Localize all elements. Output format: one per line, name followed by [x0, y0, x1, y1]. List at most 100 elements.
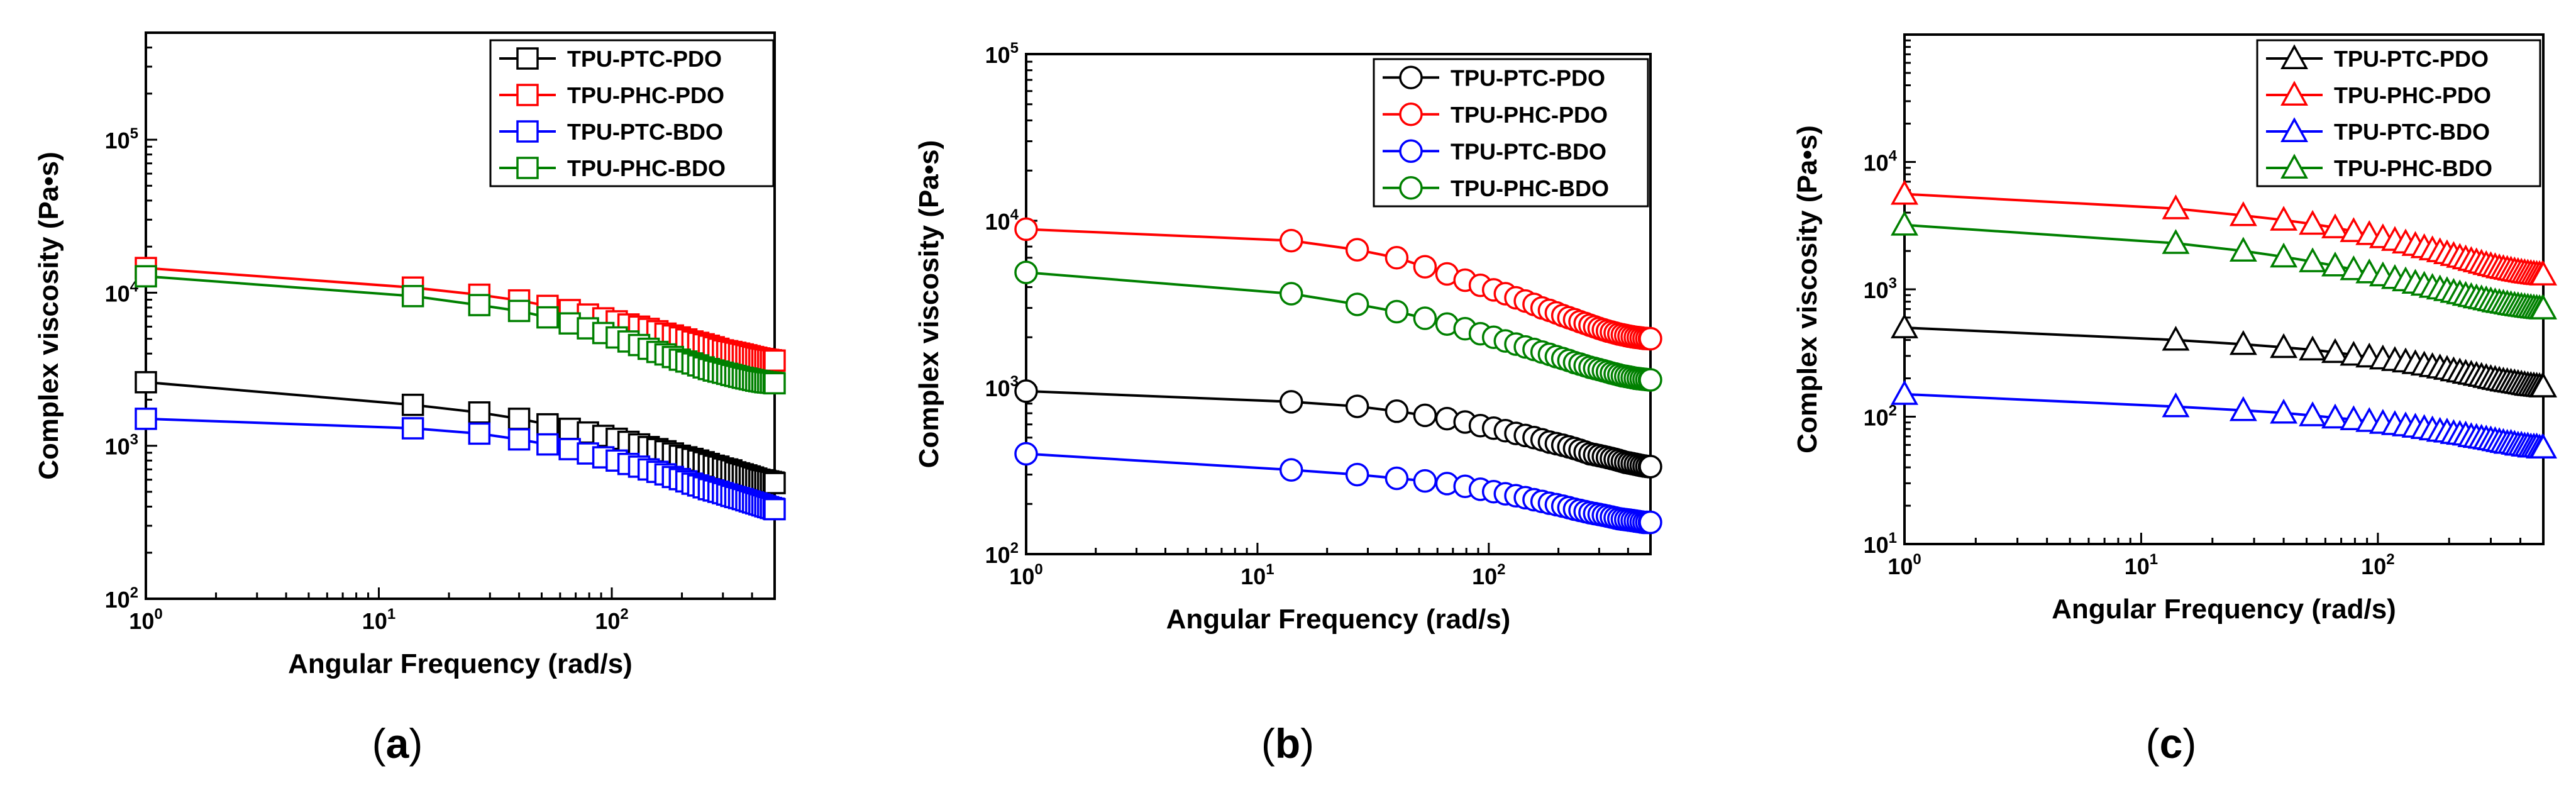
legend-marker: [2280, 117, 2308, 142]
data-point: [2162, 229, 2190, 254]
y-axis-title: Complex viscosity (Pa•s): [914, 140, 944, 469]
legend-marker: [516, 84, 539, 106]
data-point: [2340, 255, 2368, 281]
data-point: [1639, 326, 1662, 351]
series-tpu-ptc-pdo: [1891, 313, 2557, 398]
x-tick-label: 102: [2361, 551, 2394, 579]
legend-marker: [1399, 65, 1423, 89]
data-point: [1279, 228, 1303, 253]
y-tick-label: 102: [105, 584, 138, 613]
data-point: [1279, 458, 1303, 482]
data-point: [536, 306, 559, 329]
series-tpu-phc-pdo: [1014, 217, 1662, 351]
series-tpu-ptc-pdo: [1014, 379, 1662, 479]
x-axis-title: Angular Frequency (rad/s): [1166, 604, 1511, 635]
y-axis-title: Complex viscosity (Pa•s): [1792, 125, 1823, 453]
x-tick-label: 101: [2125, 551, 2158, 579]
legend: TPU-PTC-PDO TPU-PHC-PDO TPU-PTC-BDO TPU-PHC…: [489, 39, 775, 187]
data-point: [135, 265, 157, 288]
data-point: [1345, 394, 1369, 418]
data-point: [1639, 510, 1662, 535]
caption-c: (c): [2146, 720, 2197, 767]
plot-frame: [1025, 53, 1652, 555]
caption-b: (b): [1261, 720, 1314, 767]
data-point: [2299, 209, 2327, 235]
data-point: [2529, 433, 2557, 459]
data-point: [401, 417, 424, 440]
x-axis-title: Angular Frequency (rad/s): [288, 648, 633, 679]
data-point: [135, 370, 157, 394]
x-tick-label: 101: [1241, 561, 1274, 589]
legend-label: TPU-PHC-BDO: [2334, 155, 2492, 181]
legend-marker: [516, 47, 539, 70]
legend-marker: [1399, 103, 1423, 126]
data-point: [507, 299, 531, 323]
data-point: [1345, 238, 1369, 262]
x-tick-label: 101: [362, 606, 395, 634]
legend-marker: [2280, 153, 2308, 179]
legend-label: TPU-PHC-PDO: [2334, 82, 2491, 108]
y-tick-label: 104: [985, 206, 1019, 235]
legend-marker: [2280, 44, 2308, 69]
data-point: [2162, 392, 2190, 418]
data-point: [2529, 294, 2557, 320]
caption-a-letter: a: [386, 720, 410, 767]
data-point: [1891, 313, 1918, 338]
series-tpu-phc-bdo: [1891, 211, 2557, 320]
caption-c-letter: c: [2160, 720, 2183, 767]
data-point: [2340, 217, 2368, 242]
data-point: [1639, 455, 1662, 479]
legend-label: TPU-PHC-PDO: [1451, 102, 1608, 128]
data-point: [1014, 260, 1038, 284]
legend-label: TPU-PTC-BDO: [2334, 119, 2490, 145]
legend-label: TPU-PHC-BDO: [567, 155, 726, 181]
data-point: [763, 349, 786, 372]
data-point: [536, 433, 559, 456]
data-point: [2321, 251, 2349, 277]
data-point: [1385, 399, 1409, 423]
series-tpu-ptc-bdo: [1014, 442, 1662, 535]
y-tick-label: 103: [985, 373, 1019, 401]
data-point: [468, 422, 491, 445]
y-tick-label: 101: [1864, 530, 1897, 558]
y-tick-label: 103: [105, 431, 138, 460]
data-point: [468, 294, 491, 316]
data-point: [2229, 236, 2257, 262]
data-point: [536, 413, 559, 436]
x-axis-title: Angular Frequency (rad/s): [2052, 594, 2396, 625]
data-point: [135, 408, 157, 430]
x-tick-label: 100: [1888, 551, 1921, 579]
data-point: [2229, 396, 2257, 421]
data-point: [763, 472, 786, 494]
data-point: [2270, 333, 2298, 359]
legend-marker: [2280, 81, 2308, 106]
data-point: [1014, 217, 1038, 242]
series-tpu-ptc-bdo: [1891, 380, 2557, 459]
data-point: [1385, 246, 1409, 270]
data-point: [2270, 242, 2298, 268]
svg-text:(c): (c): [2146, 720, 2197, 767]
data-point: [1413, 469, 1437, 493]
legend-label: TPU-PTC-BDO: [567, 119, 723, 145]
series-tpu-phc-bdo: [135, 265, 786, 395]
data-point: [2162, 194, 2190, 220]
data-point: [2529, 372, 2557, 398]
series-tpu-phc-bdo: [1014, 260, 1662, 392]
svg-text:(b): (b): [1261, 720, 1314, 767]
data-point: [1014, 379, 1038, 403]
data-point: [2229, 201, 2257, 226]
data-point: [1413, 403, 1437, 428]
data-point: [2321, 403, 2349, 429]
y-tick-label: 105: [985, 40, 1019, 68]
data-point: [2270, 206, 2298, 231]
data-point: [1891, 211, 1918, 236]
data-point: [1891, 179, 1918, 205]
data-point: [2229, 330, 2257, 355]
legend-label: TPU-PHC-BDO: [1451, 175, 1609, 201]
series-tpu-phc-pdo: [135, 257, 786, 372]
data-point: [2299, 247, 2327, 272]
data-point: [2270, 398, 2298, 424]
data-point: [468, 401, 491, 424]
data-point: [2162, 325, 2190, 351]
